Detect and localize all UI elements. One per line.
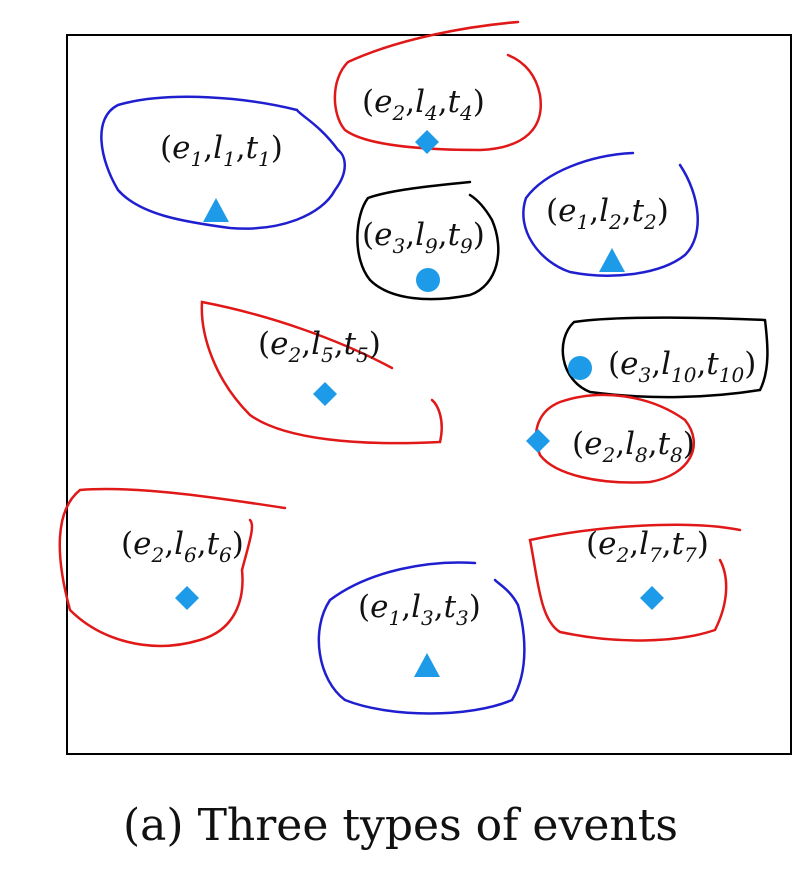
event-label-t9: (e3,l9,t9) [362, 217, 485, 258]
event-label-t6: (e2,l6,t6) [121, 526, 244, 567]
outline-t2 [522, 151, 699, 277]
outline-t7 [528, 523, 742, 642]
outline-t1 [100, 95, 346, 230]
outline-t6 [58, 487, 287, 648]
event-labels: (e1,l1,t1) (e2,l4,t4) (e3,l9,t9) (e1,l2,t2)… [121, 84, 756, 630]
figure-caption: (a) Three types of events [123, 800, 678, 851]
event-label-t4: (e2,l4,t4) [362, 84, 485, 125]
event-label-t1: (e1,l1,t1) [160, 130, 283, 171]
diamond-marker [175, 586, 199, 610]
event-outlines [58, 20, 769, 715]
triangle-marker [414, 653, 440, 677]
circle-marker [416, 268, 440, 292]
event-markers [175, 130, 664, 677]
event-label-t7: (e2,l7,t7) [586, 526, 709, 567]
circle-marker [568, 356, 592, 380]
diamond-marker [640, 586, 664, 610]
triangle-marker [599, 248, 625, 272]
outline-t9 [356, 180, 500, 301]
outline-t3 [317, 561, 526, 715]
diamond-marker [415, 130, 439, 154]
outline-t5 [200, 300, 443, 445]
diamond-marker [313, 382, 337, 406]
event-label-t5: (e2,l5,t5) [258, 326, 381, 367]
event-label-t8: (e2,l8,t8) [572, 426, 695, 467]
triangle-marker [203, 198, 229, 222]
event-label-t3: (e1,l3,t3) [358, 589, 481, 630]
event-label-t2: (e1,l2,t2) [546, 193, 669, 234]
diamond-marker [526, 429, 550, 453]
outline-t4 [333, 20, 542, 152]
outline-t10 [561, 316, 769, 399]
event-label-t10: (e3,l10,t10) [608, 346, 756, 387]
